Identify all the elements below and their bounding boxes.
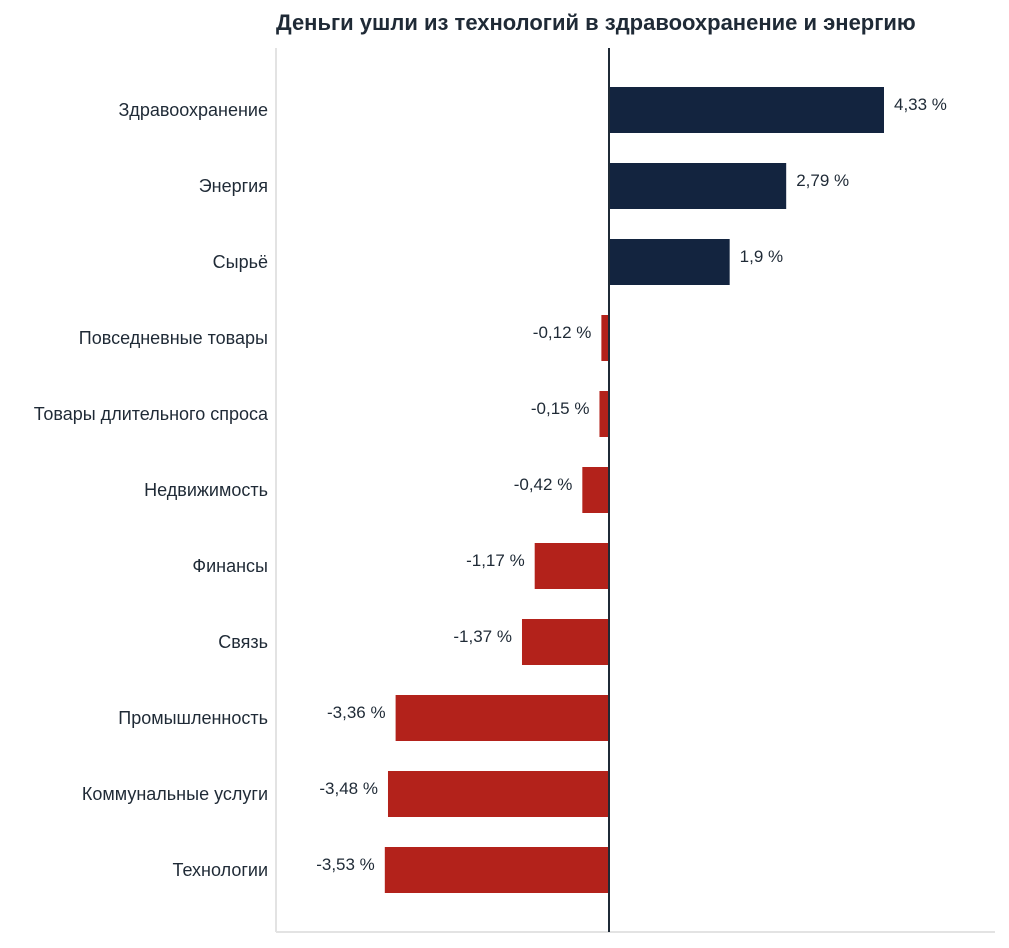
category-label: Финансы: [192, 556, 268, 576]
chart-title: Деньги ушли из технологий в здравоохране…: [276, 10, 916, 35]
bar: [599, 391, 609, 437]
category-label: Технологии: [172, 860, 268, 880]
category-label: Здравоохранение: [118, 100, 268, 120]
value-label: -0,12 %: [533, 323, 592, 342]
bar: [609, 163, 787, 209]
value-label: -1,37 %: [453, 627, 512, 646]
category-label: Товары длительного спроса: [34, 404, 269, 424]
bar: [534, 543, 609, 589]
category-label: Коммунальные услуги: [82, 784, 268, 804]
value-label: 4,33 %: [894, 95, 947, 114]
value-label: -3,53 %: [316, 855, 375, 874]
category-label: Связь: [218, 632, 268, 652]
bar: [521, 619, 609, 665]
value-label: -0,15 %: [531, 399, 590, 418]
bar: [387, 771, 609, 817]
value-label: -0,42 %: [514, 475, 573, 494]
bar: [395, 695, 609, 741]
category-label: Промышленность: [118, 708, 268, 728]
bar: [582, 467, 609, 513]
bar: [609, 239, 730, 285]
category-label: Недвижимость: [144, 480, 268, 500]
category-label: Энергия: [199, 176, 268, 196]
value-label: -3,36 %: [327, 703, 386, 722]
category-label: Сырьё: [213, 252, 268, 272]
value-label: 2,79 %: [796, 171, 849, 190]
bar: [601, 315, 609, 361]
value-label: -3,48 %: [319, 779, 378, 798]
bar: [609, 87, 884, 133]
value-label: 1,9 %: [740, 247, 783, 266]
category-label: Повседневные товары: [79, 328, 268, 348]
bar: [384, 847, 609, 893]
value-label: -1,17 %: [466, 551, 525, 570]
